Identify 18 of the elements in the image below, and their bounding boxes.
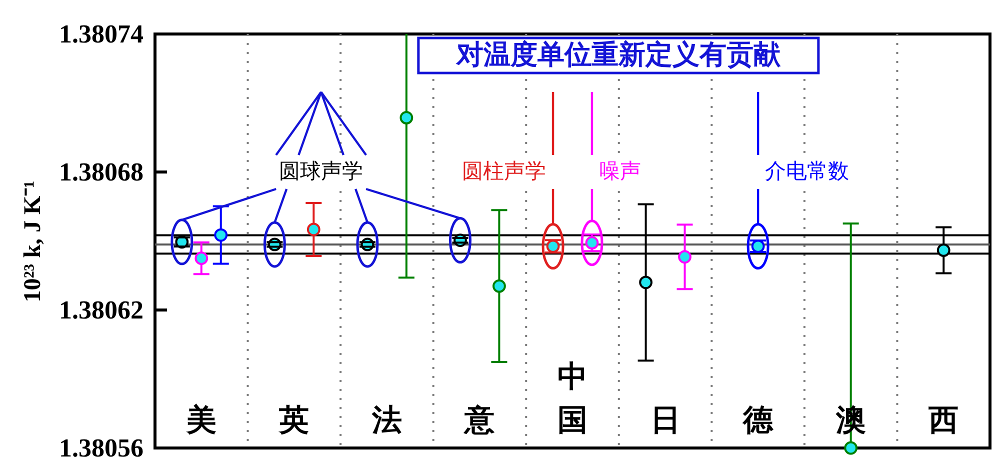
y-tick-label: 1.38068 [59, 158, 144, 186]
y-tick-label: 1.38062 [59, 296, 144, 324]
y-axis-title: 10²³ k, J K⁻¹ [20, 180, 46, 302]
x-tick-label: 美 [185, 403, 216, 438]
text: 圆柱声学 [462, 159, 546, 183]
x-tick-label: 日 [650, 403, 680, 438]
x-tick-label: 意 [462, 403, 496, 438]
y-tick-label: 1.38056 [59, 434, 144, 462]
text: 圆球声学 [279, 159, 364, 183]
text: 介电常数 [765, 159, 850, 183]
y-tick-label: 1.38074 [59, 20, 144, 48]
x-tick-label: 法 [370, 403, 402, 438]
x-tick-label: 西 [928, 403, 959, 438]
text: 噪声 [598, 159, 641, 183]
x-tick-label: 英 [278, 403, 310, 438]
x-tick-label: 中国 [558, 360, 588, 438]
x-tick-label: 德 [742, 403, 774, 438]
annotation: 对温度单位重新定义有贡献 [455, 40, 782, 70]
